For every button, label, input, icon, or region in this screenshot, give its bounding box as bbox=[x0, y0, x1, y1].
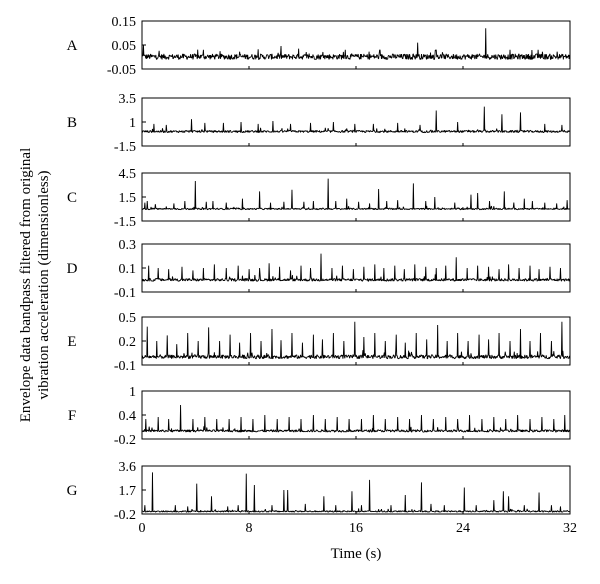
signal-line bbox=[141, 472, 571, 513]
panel-frame bbox=[141, 243, 571, 293]
y-tick-label: 4.5 bbox=[119, 167, 137, 182]
panel-d: D -0.1 0.1 0.3 bbox=[67, 238, 571, 301]
y-tick-label: -0.1 bbox=[114, 359, 136, 374]
panel-stack: A -0.05 0.05 0.15 B -1.5 1 3.5 C -1.5 1.5 4.5 D -0.1 0… bbox=[67, 15, 571, 523]
signal-line bbox=[141, 321, 571, 360]
signal-line bbox=[141, 28, 571, 60]
panel-e: E -0.1 0.2 0.5 bbox=[67, 311, 571, 374]
y-tick-label: 1.7 bbox=[119, 484, 137, 499]
y-tick-label: 1 bbox=[129, 116, 136, 131]
y-tick-label: -1.5 bbox=[114, 140, 136, 155]
panel-label: G bbox=[67, 483, 78, 499]
x-tick-label: 32 bbox=[563, 521, 577, 536]
x-tick-label: 0 bbox=[139, 521, 146, 536]
y-tick-label: 0.4 bbox=[119, 409, 137, 424]
panel-frame bbox=[141, 172, 571, 222]
signal-line bbox=[141, 404, 571, 433]
panel-label: A bbox=[67, 38, 78, 54]
y-tick-label: -1.5 bbox=[114, 215, 136, 230]
y-tick-label: 3.5 bbox=[119, 92, 137, 107]
panel-a: A -0.05 0.05 0.15 bbox=[67, 15, 571, 78]
panel-label: B bbox=[67, 115, 77, 131]
x-tick-label: 24 bbox=[456, 521, 470, 536]
y-tick-label: 0.5 bbox=[119, 311, 137, 326]
y-tick-label: 3.6 bbox=[119, 460, 137, 475]
y-tick-label: -0.05 bbox=[107, 63, 136, 78]
y-tick-label: 0.1 bbox=[119, 262, 137, 277]
panel-label: D bbox=[67, 261, 78, 277]
panel-frame bbox=[141, 465, 571, 515]
y-tick-label: 0.3 bbox=[119, 238, 137, 253]
signal-line bbox=[141, 253, 571, 282]
panel-frame bbox=[141, 20, 571, 70]
y-tick-label: -0.2 bbox=[114, 433, 136, 448]
y-tick-label: 1 bbox=[129, 385, 136, 400]
x-tick-label: 16 bbox=[349, 521, 363, 536]
y-axis-label-line-2: vibration acceleration (dimensionless) bbox=[36, 170, 52, 399]
y-tick-label: 0.05 bbox=[112, 39, 137, 54]
panel-g: G -0.2 1.7 3.6 bbox=[67, 460, 571, 523]
panel-label: E bbox=[67, 334, 76, 350]
y-tick-label: 0.15 bbox=[112, 15, 137, 30]
panel-label: C bbox=[67, 190, 77, 206]
panel-f: F -0.2 0.4 1 bbox=[68, 385, 571, 448]
y-tick-label: 1.5 bbox=[119, 191, 137, 206]
x-tick-label: 8 bbox=[246, 521, 253, 536]
y-tick-label: -0.1 bbox=[114, 286, 136, 301]
panel-frame bbox=[141, 390, 571, 440]
panel-label: F bbox=[68, 408, 76, 424]
y-axis-label: Envelope data bandpass filtered from ori… bbox=[18, 148, 52, 423]
y-axis-label-line-1: Envelope data bandpass filtered from ori… bbox=[18, 148, 34, 423]
x-axis: 0 8 16 24 32 bbox=[139, 521, 578, 536]
y-tick-label: 0.2 bbox=[119, 335, 137, 350]
panel-c: C -1.5 1.5 4.5 bbox=[67, 167, 571, 230]
panel-frame bbox=[141, 97, 571, 147]
x-axis-label: Time (s) bbox=[331, 546, 382, 562]
signal-line bbox=[141, 178, 571, 211]
panel-b: B -1.5 1 3.5 bbox=[67, 92, 571, 155]
y-tick-label: -0.2 bbox=[114, 508, 136, 523]
signal-line bbox=[141, 106, 571, 134]
